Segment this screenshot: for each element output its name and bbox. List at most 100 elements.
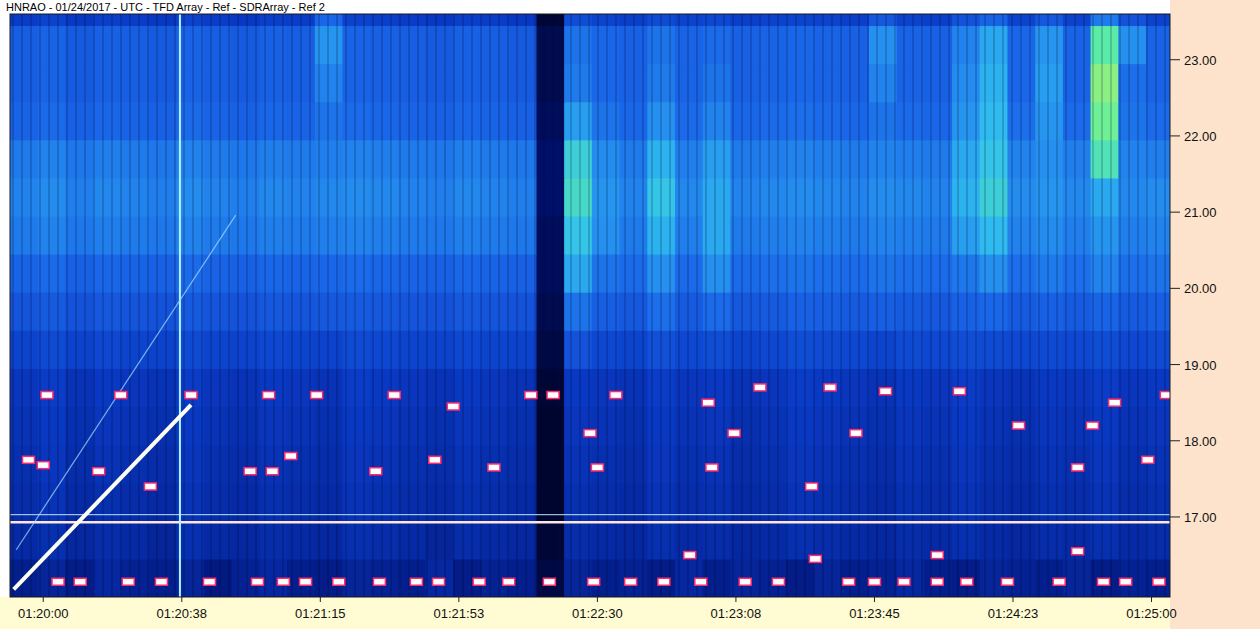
spectrogram-cell [841,140,869,179]
narrowband-blip [37,462,49,469]
spectrogram-cell [730,559,758,597]
spectrogram-cell [10,292,38,331]
spectrogram-cell [426,102,454,141]
spectrogram-cell [814,25,842,64]
spectrogram-cell [758,178,786,217]
spectrogram-cell [869,292,897,331]
spectrogram-cell [398,330,426,369]
texture-stripe [993,14,995,597]
texture-stripe [66,14,68,597]
narrowband-blip [185,392,197,399]
texture-stripe [903,14,905,597]
spectrogram-cell [897,102,925,141]
spectrogram-cell [93,254,121,293]
spectrogram-cell [1091,254,1119,293]
spectrogram-cell [814,406,842,445]
texture-stripe [939,14,941,597]
spectrogram-cell [149,559,177,597]
spectrogram-cell [65,292,93,331]
spectrogram-cell [509,178,537,217]
spectrogram-cell [814,292,842,331]
spectrogram-cell [426,368,454,407]
y-tick-label: 20.00 [1184,281,1217,296]
spectrogram-cell [1146,25,1170,64]
spectrogram-cell [93,330,121,369]
spectrogram-cell [370,254,398,293]
narrowband-blip [1001,578,1013,585]
spectrogram-cell [897,521,925,560]
spectrogram-cell [481,521,509,560]
narrowband-blip [547,392,559,399]
narrowband-blip [880,388,892,395]
spectrogram-cell [536,445,564,484]
narrowband-blip [447,403,459,410]
frequency-sweep [14,405,191,589]
spectrogram-cell [509,25,537,64]
texture-stripe [498,14,500,597]
spectrogram-cell [65,445,93,484]
spectrogram-cell [1063,330,1091,369]
texture-stripe [534,14,536,597]
spectrogram-cell [730,292,758,331]
spectrogram-cell [841,483,869,522]
texture-stripe [192,14,194,597]
texture-stripe [1110,14,1112,597]
spectrogram-cell [536,102,564,141]
spectrogram-cell [758,330,786,369]
spectrogram-cell [38,64,66,103]
texture-stripe [1038,14,1040,597]
narrowband-blip [1013,422,1025,429]
spectrogram-cell [121,368,149,407]
spectrogram-cell [758,483,786,522]
narrowband-blip [658,578,670,585]
spectrogram-cell [730,64,758,103]
spectrogram-cell [536,178,564,217]
narrowband-blip [824,384,836,391]
spectrogram-cell [93,445,121,484]
narrowband-blip [809,555,821,562]
spectrogram-cell [370,216,398,255]
narrowband-blip [373,578,385,585]
narrowband-blip [1120,578,1132,585]
spectrogram-cell [897,140,925,179]
spectrogram-cell [426,292,454,331]
texture-stripe [1083,14,1085,597]
x-tick-label: 01:25:00 [1126,606,1177,621]
texture-stripe [1092,14,1094,597]
spectrogram-cell [536,140,564,179]
spectrogram-cell [93,216,121,255]
spectrogram-cell [453,254,481,293]
spectrogram-cell [1118,330,1146,369]
spectrogram-cell [730,254,758,293]
spectrogram-cell [65,368,93,407]
x-tick-label: 01:23:45 [849,606,900,621]
narrowband-blip [1153,578,1165,585]
texture-stripe [390,14,392,597]
x-tick [597,597,598,602]
spectrogram-cell [426,25,454,64]
spectrogram-cell [10,368,38,407]
narrowband-blip [1109,399,1121,406]
narrowband-blip [300,578,312,585]
spectrogram-cell [536,483,564,522]
spectrogram-cell [38,254,66,293]
spectrogram-cell [370,521,398,560]
texture-stripe [345,14,347,597]
spectrogram-cell [38,368,66,407]
spectrogram-cell [481,406,509,445]
spectrogram-cell [121,102,149,141]
spectrogram-cell [786,368,814,407]
spectrogram-cell [453,178,481,217]
spectrogram-cell [814,14,842,26]
spectrogram-cell [758,25,786,64]
spectrogram-cell [1063,254,1091,293]
spectrogram-cell [814,102,842,141]
texture-stripe [822,14,824,597]
y-tick-label: 21.00 [1184,205,1217,220]
spectrogram-cell [869,102,897,141]
spectrogram-cell [730,445,758,484]
spectrogram-cell [65,330,93,369]
spectrogram-cell [398,25,426,64]
frequency-sweep [16,215,235,550]
texture-stripe [930,14,932,597]
